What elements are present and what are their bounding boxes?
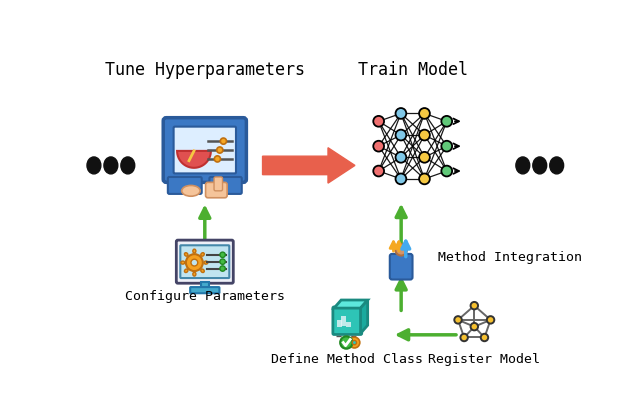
Ellipse shape bbox=[184, 269, 188, 272]
Ellipse shape bbox=[182, 186, 200, 196]
FancyArrow shape bbox=[262, 148, 355, 183]
Ellipse shape bbox=[104, 157, 118, 174]
Circle shape bbox=[220, 252, 225, 258]
Circle shape bbox=[454, 316, 462, 324]
Circle shape bbox=[442, 141, 452, 151]
Polygon shape bbox=[360, 300, 367, 333]
Ellipse shape bbox=[201, 269, 204, 272]
Text: Method Integration: Method Integration bbox=[438, 251, 582, 264]
Text: Define Method Class: Define Method Class bbox=[271, 352, 423, 366]
Circle shape bbox=[373, 116, 384, 127]
FancyBboxPatch shape bbox=[205, 182, 227, 198]
Circle shape bbox=[470, 302, 478, 310]
Ellipse shape bbox=[87, 157, 101, 174]
Polygon shape bbox=[177, 151, 211, 168]
Circle shape bbox=[396, 173, 406, 184]
Polygon shape bbox=[334, 300, 367, 308]
FancyBboxPatch shape bbox=[333, 307, 362, 334]
Circle shape bbox=[191, 259, 198, 266]
Circle shape bbox=[186, 254, 203, 271]
FancyBboxPatch shape bbox=[176, 240, 234, 283]
Ellipse shape bbox=[181, 261, 185, 264]
Text: Tune Hyperparameters: Tune Hyperparameters bbox=[105, 61, 305, 79]
Ellipse shape bbox=[121, 157, 135, 174]
Circle shape bbox=[442, 116, 452, 127]
Ellipse shape bbox=[201, 253, 204, 256]
FancyBboxPatch shape bbox=[190, 287, 220, 293]
Circle shape bbox=[396, 108, 406, 119]
Circle shape bbox=[442, 166, 452, 176]
Circle shape bbox=[217, 147, 223, 153]
Circle shape bbox=[460, 334, 468, 341]
Ellipse shape bbox=[193, 272, 196, 276]
Ellipse shape bbox=[184, 253, 188, 256]
FancyBboxPatch shape bbox=[337, 320, 342, 327]
FancyBboxPatch shape bbox=[180, 245, 229, 278]
Circle shape bbox=[352, 340, 356, 345]
FancyBboxPatch shape bbox=[163, 118, 246, 182]
Circle shape bbox=[220, 259, 225, 264]
Circle shape bbox=[373, 141, 384, 151]
Text: Register Model: Register Model bbox=[428, 352, 540, 366]
Circle shape bbox=[419, 173, 430, 184]
FancyBboxPatch shape bbox=[346, 322, 351, 327]
Circle shape bbox=[419, 152, 430, 163]
Ellipse shape bbox=[193, 249, 196, 253]
FancyBboxPatch shape bbox=[341, 316, 346, 326]
Circle shape bbox=[340, 337, 353, 349]
Circle shape bbox=[349, 337, 360, 348]
FancyBboxPatch shape bbox=[214, 177, 223, 191]
Text: Train Model: Train Model bbox=[358, 61, 468, 79]
Circle shape bbox=[214, 156, 221, 162]
FancyBboxPatch shape bbox=[201, 282, 209, 289]
Circle shape bbox=[220, 138, 227, 144]
FancyBboxPatch shape bbox=[209, 177, 242, 194]
Text: Configure Parameters: Configure Parameters bbox=[125, 290, 285, 303]
Circle shape bbox=[419, 108, 430, 119]
Ellipse shape bbox=[533, 157, 547, 174]
Circle shape bbox=[487, 316, 494, 324]
Ellipse shape bbox=[550, 157, 564, 174]
Circle shape bbox=[373, 166, 384, 176]
Circle shape bbox=[396, 244, 407, 255]
FancyBboxPatch shape bbox=[173, 126, 236, 173]
Circle shape bbox=[481, 334, 488, 341]
Circle shape bbox=[419, 130, 430, 141]
Ellipse shape bbox=[516, 157, 530, 174]
Circle shape bbox=[396, 152, 406, 163]
FancyBboxPatch shape bbox=[168, 177, 202, 194]
Circle shape bbox=[396, 130, 406, 141]
Circle shape bbox=[470, 323, 478, 330]
FancyBboxPatch shape bbox=[390, 254, 413, 280]
Ellipse shape bbox=[204, 261, 208, 264]
Circle shape bbox=[220, 266, 225, 271]
